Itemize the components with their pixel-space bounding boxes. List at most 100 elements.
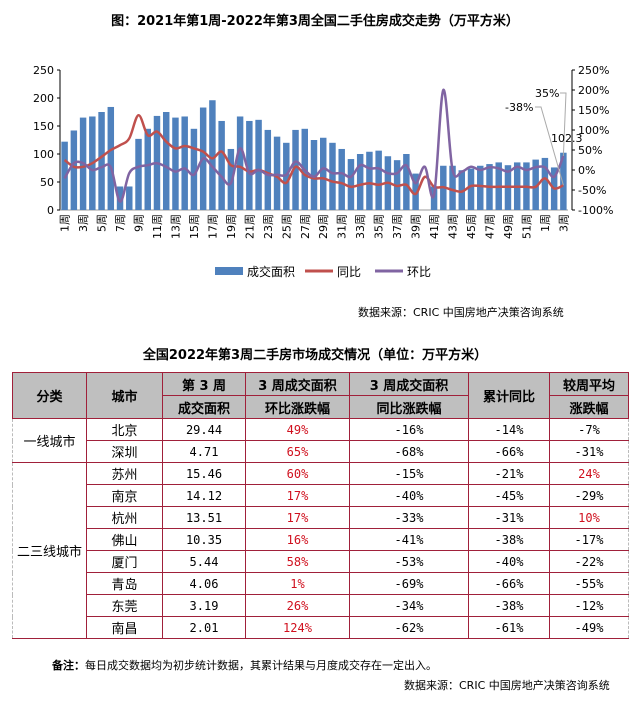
value-cell: -31% [549,440,629,463]
column-header: 累计同比 [468,372,550,419]
note: 备注：每日成交数据均为初步统计数据，其累计结果与月度成交存在一定出入。 [52,657,437,673]
leader-line [535,106,564,186]
value-cell: 10.35 [162,528,246,551]
column-header: 分类 [12,372,87,419]
x-tick-label: 17周 [206,214,219,239]
bar [283,142,290,210]
right-tick-label: 100% [578,124,609,137]
value-cell: -21% [468,462,550,485]
x-tick-label: 11周 [151,214,164,239]
bar [467,168,475,210]
city-cell: 北京 [86,418,163,441]
header-row: 成交面积 环比涨跌幅 同比涨跌幅 涨跌幅 [13,395,629,419]
x-tick-label: 29周 [317,214,330,239]
bar [430,186,438,210]
x-tick-label: 47周 [483,214,496,239]
bar [107,106,115,210]
value-cell: 10% [549,506,629,529]
x-tick-label: 5周 [96,214,109,232]
bar [116,186,124,210]
table-title: 全国2022年第3周二手房市场成交情况（单位：万平方米） [142,348,488,363]
value-cell: 16% [245,528,350,551]
value-cell: -7% [549,418,629,441]
x-tick-label: 51周 [520,214,533,239]
bar [227,148,235,210]
bar [135,138,142,210]
value-cell: -22% [549,550,629,573]
value-cell: -38% [468,594,550,617]
column-header: 城市 [86,372,163,419]
city-cell: 南京 [86,484,163,507]
column-header: 成交面积 [162,395,246,419]
legend-label: 环比 [407,265,431,279]
x-tick-label: 43周 [447,214,460,239]
value-cell: -49% [549,616,629,639]
x-tick-label: 35周 [373,214,386,239]
value-cell: 4.71 [162,440,246,463]
x-tick-label: 25周 [280,214,293,239]
value-cell: 1% [245,572,350,595]
right-tick-label: 0% [578,164,595,177]
value-cell: -15% [349,462,469,485]
city-cell: 佛山 [86,528,163,551]
bar [356,154,364,210]
x-tick-label: 45周 [465,214,478,239]
left-tick-label: 100 [33,148,54,161]
value-cell: -34% [349,594,469,617]
x-tick-label: 21周 [243,214,256,239]
bar [320,137,327,210]
x-tick-label: 31周 [336,214,349,239]
city-cell: 东莞 [86,594,163,617]
bar [458,170,466,210]
note-text: 每日成交数据均为初步统计数据，其累计结果与月度成交存在一定出入。 [85,659,437,672]
bar [560,152,567,210]
value-cell: -69% [349,572,469,595]
value-cell: -14% [468,418,550,441]
x-tick-label: 41周 [428,214,441,239]
left-tick-label: 250 [33,64,54,77]
value-cell: 3.19 [162,594,246,617]
line-同比 [63,113,564,196]
table-row: 青岛 4.06 1% -69% -66% -55% [13,572,629,595]
column-header: 第 3 周 [162,372,246,396]
column-header: 涨跌幅 [549,395,629,419]
value-cell: 29.44 [162,418,246,441]
x-tick-label: 3周 [557,214,570,232]
value-cell: 15.46 [162,462,246,485]
x-tick-label: 3周 [77,214,90,232]
x-tick-label: 7周 [114,214,127,232]
city-cell: 南昌 [86,616,163,639]
bar [144,128,151,210]
value-cell: -55% [549,572,629,595]
value-cell: -40% [349,484,469,507]
table-row: 厦门 5.44 58% -53% -40% -22% [13,550,629,573]
table-row: 南京 14.12 17% -40% -45% -29% [13,484,629,507]
bar [449,165,456,210]
x-tick-label: 33周 [354,214,367,239]
bar [172,117,179,210]
value-cell: -61% [468,616,550,639]
value-cell: -38% [468,528,550,551]
column-header: 3 周成交面积 [245,372,350,396]
bar [162,112,170,210]
value-cell: -40% [468,550,550,573]
city-cell: 苏州 [86,462,163,485]
x-tick-label: 9周 [133,214,146,232]
value-cell: -29% [549,484,629,507]
x-tick-label: 1周 [539,214,552,232]
bar [477,165,484,210]
right-tick-label: 250% [578,64,609,77]
city-cell: 深圳 [86,440,163,463]
bar [366,151,373,210]
value-cell: 14.12 [162,484,246,507]
x-tick-label: 19周 [225,214,238,239]
bar [338,148,345,210]
annotation-yoy: -38% [505,101,533,114]
x-tick-label: 27周 [299,214,312,239]
value-cell: -62% [349,616,469,639]
city-cell: 杭州 [86,506,163,529]
bar [292,129,299,210]
legend-swatch [215,267,243,275]
value-cell: -66% [468,440,550,463]
